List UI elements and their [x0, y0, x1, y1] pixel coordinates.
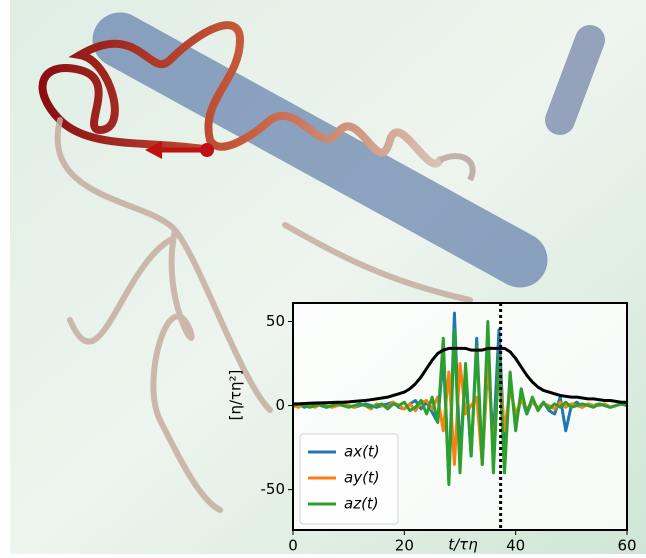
trajectory	[38, 21, 444, 168]
x-tick-label: 0	[288, 537, 298, 555]
x-tick-label: 60	[617, 537, 636, 555]
x-axis-label: t/τη	[448, 536, 478, 554]
vortex	[92, 12, 548, 288]
arrow-head	[145, 141, 162, 159]
y-tick-label: -50	[261, 480, 286, 498]
x-tick-label: 20	[395, 537, 414, 555]
series-line	[292, 319, 628, 487]
legend-label: ay(t)	[344, 469, 380, 487]
trajectory	[438, 153, 476, 182]
series-line	[292, 353, 628, 466]
frame	[292, 302, 628, 531]
legend-label: ax(t)	[344, 443, 380, 461]
legend-label: az(t)	[344, 495, 379, 513]
vortex	[545, 25, 605, 135]
particle	[200, 143, 214, 157]
legend	[299, 433, 399, 525]
series-line	[293, 346, 627, 406]
x-tick-label: 40	[506, 537, 525, 555]
y-axis-label: [η/τη²]	[227, 370, 245, 421]
y-tick-label: 0	[275, 396, 285, 414]
y-tick-label: 50	[266, 312, 285, 330]
trajectory	[54, 117, 473, 513]
